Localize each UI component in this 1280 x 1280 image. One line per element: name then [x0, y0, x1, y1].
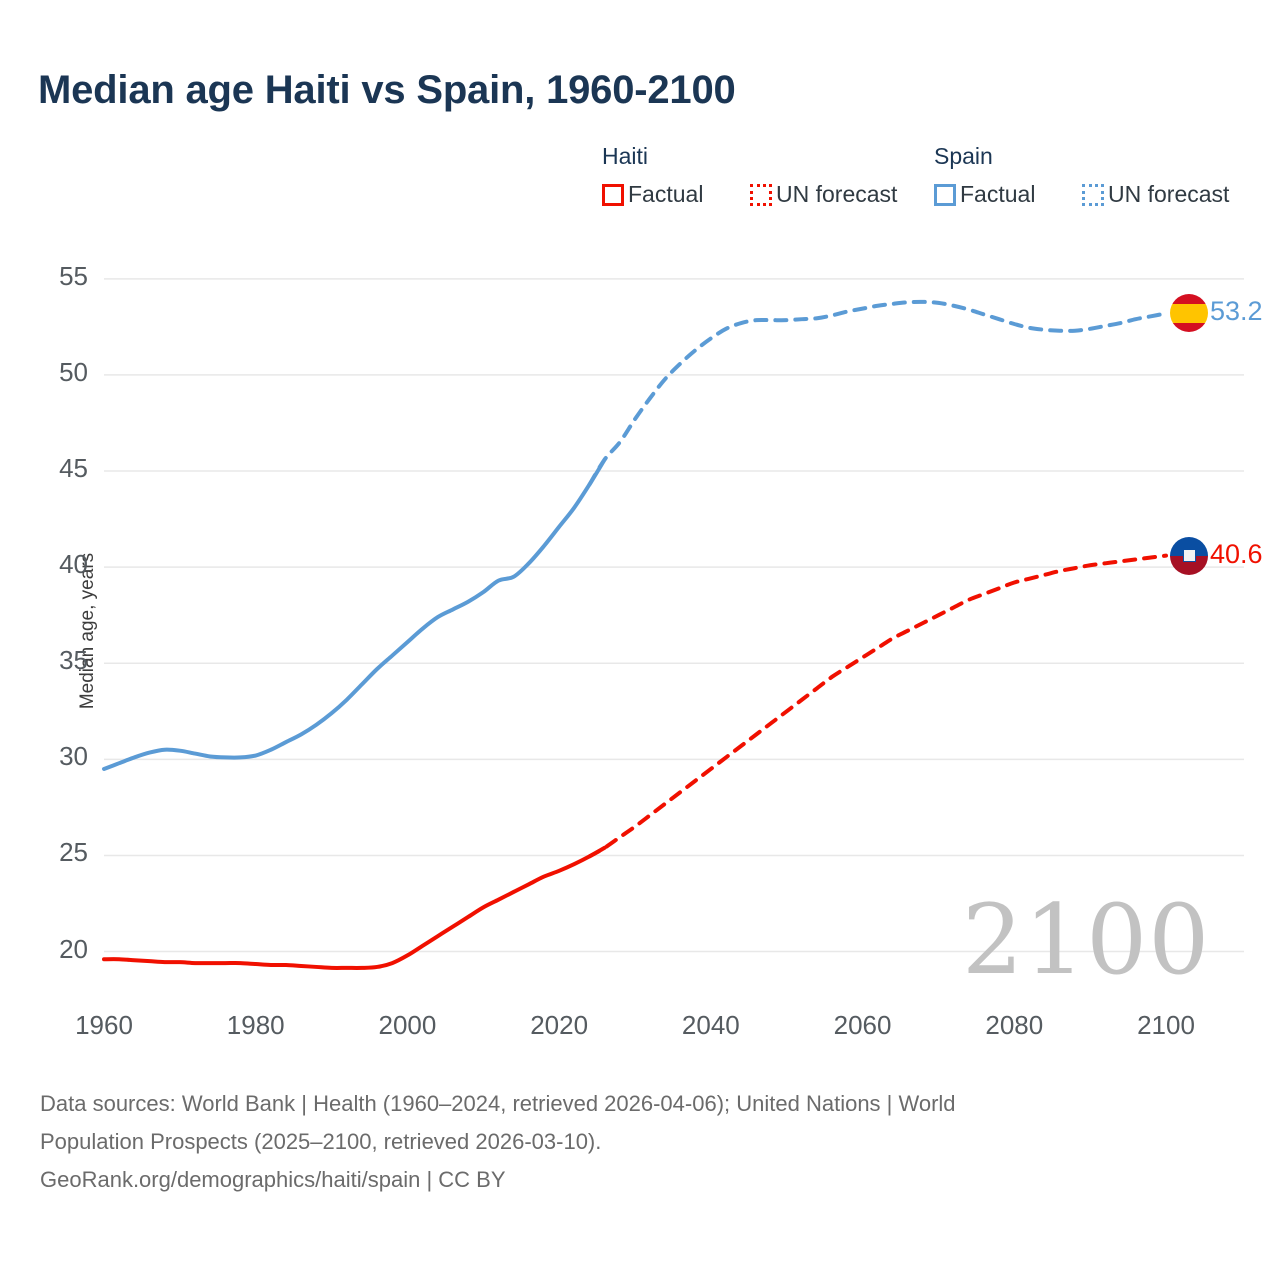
legend-group-spain-title: Spain	[934, 143, 993, 169]
footer-line-1: Data sources: World Bank | Health (1960–…	[40, 1091, 956, 1116]
spain-flag-icon	[1170, 294, 1208, 333]
haiti-flag-icon	[1170, 536, 1208, 575]
y-axis-tick-label: 25	[59, 837, 88, 868]
legend-swatch-solid-icon	[602, 183, 624, 206]
legend-label: UN forecast	[1108, 181, 1230, 207]
x-axis-tick-label: 2080	[985, 1010, 1044, 1040]
series-lines	[102, 299, 1168, 970]
year-watermark: 2100	[962, 884, 1211, 996]
series-line-haiti-factual	[102, 845, 607, 970]
haiti-endpoint-value: 40.6	[1210, 538, 1263, 569]
series-line-spain-forecast	[587, 299, 1168, 487]
gridlines	[104, 278, 1244, 953]
y-axis-tick-label: 30	[59, 741, 88, 772]
y-axis-tick-label: 55	[59, 260, 88, 291]
footer-line-2: Population Prospects (2025–2100, retriev…	[40, 1129, 602, 1154]
legend-swatch-dotted-icon	[1082, 183, 1104, 206]
y-axis-tick-label: 20	[59, 933, 88, 964]
legend-label: Factual	[960, 181, 1036, 207]
spain-endpoint-value: 53.2	[1210, 296, 1263, 327]
x-axis-tick-label: 2100	[1137, 1010, 1195, 1040]
y-axis-tick-label: 35	[59, 645, 88, 676]
footer-sources: Data sources: World Bank | Health (1960–…	[40, 1085, 1200, 1199]
legend-swatch-solid-icon	[934, 183, 956, 206]
legend-item-haiti-forecast[interactable]: UN forecast	[750, 181, 897, 208]
page-title: Median age Haiti vs Spain, 1960-2100	[38, 68, 736, 112]
x-axis-tick-label: 1980	[226, 1010, 285, 1040]
x-axis-tick-label: 1960	[75, 1010, 133, 1040]
x-axis-tick-label: 2020	[530, 1010, 589, 1040]
y-axis-tick-label: 45	[59, 453, 88, 484]
chart-legend: Haiti Spain Factual UN forecast Factual …	[600, 143, 1260, 223]
y-axis-tick-label: 50	[59, 356, 88, 387]
series-line-haiti-forecast	[587, 553, 1168, 859]
legend-item-haiti-factual[interactable]: Factual	[602, 181, 703, 208]
legend-item-spain-factual[interactable]: Factual	[934, 181, 1035, 208]
legend-item-spain-forecast[interactable]: UN forecast	[1082, 181, 1229, 208]
x-axis-tick-label: 2060	[833, 1010, 892, 1040]
series-line-spain-factual	[102, 457, 607, 771]
y-axis-tick-label: 40	[59, 549, 88, 580]
x-axis-tick-label: 2040	[681, 1010, 740, 1040]
x-axis-tick-label: 2000	[378, 1010, 437, 1040]
legend-label: UN forecast	[776, 181, 898, 207]
legend-label: Factual	[628, 181, 704, 207]
legend-group-haiti-title: Haiti	[602, 143, 649, 169]
legend-swatch-dotted-icon	[750, 183, 772, 206]
footer-line-3[interactable]: GeoRank.org/demographics/haiti/spain | C…	[40, 1167, 506, 1192]
